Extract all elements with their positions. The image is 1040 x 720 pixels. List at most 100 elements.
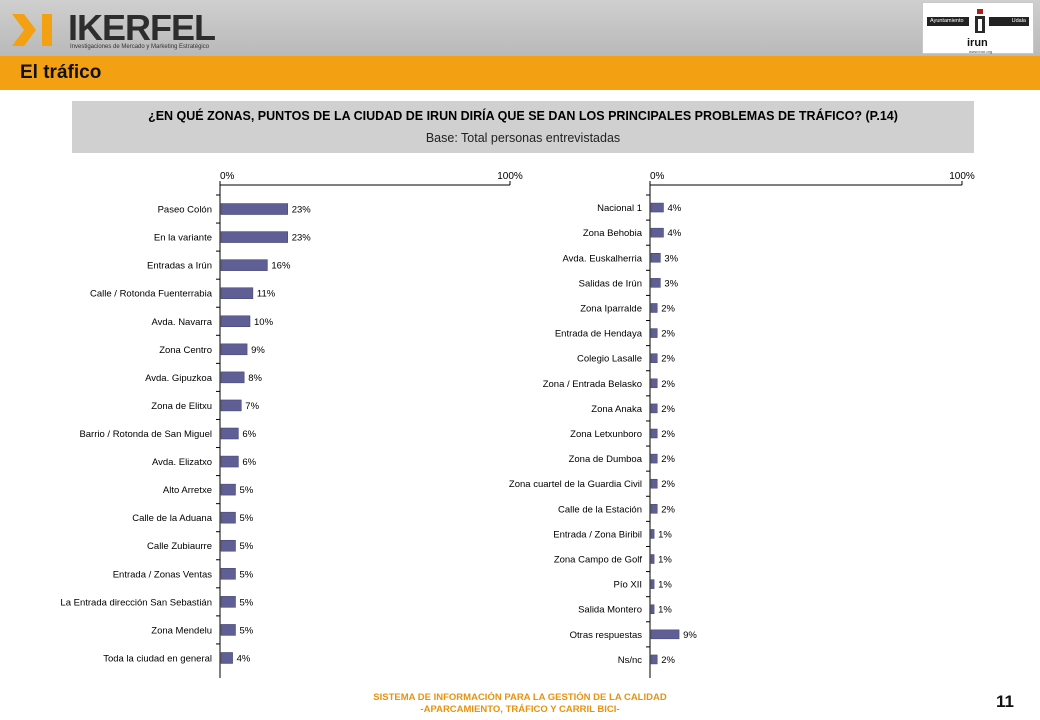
chart-1-data-label: 5% (240, 597, 254, 608)
chart-2-category-label: Zona Anaka (591, 404, 642, 415)
chart-2-category-label: Zona Behobia (583, 228, 643, 239)
chart-2-bar (650, 478, 658, 489)
chart-2-category-label: Calle de la Estación (558, 504, 642, 515)
chart-1-data-label: 6% (242, 429, 256, 440)
chart-2-tick-label: 100% (949, 171, 975, 182)
chart-1-bar (220, 455, 239, 468)
chart-1-bar (220, 231, 288, 243)
chart-1-data-label: 7% (245, 401, 259, 412)
chart-1-data-label: 9% (251, 345, 265, 356)
chart-1-category-label: Zona Centro (159, 345, 212, 356)
chart-1-category-label: Zona Mendelu (151, 625, 212, 636)
chart-1-category-label: Barrio / Rotonda de San Miguel (79, 429, 212, 440)
chart-1-bar (220, 511, 236, 524)
footer-line-2: -APARCAMIENTO, TRÁFICO Y CARRIL BICI- (420, 704, 620, 715)
chart-2-data-label: 2% (661, 454, 675, 465)
chart-2-category-label: Zona / Entrada Belasko (543, 379, 642, 390)
ikerfel-logo: IKERFEL Investigaciones de Mercado y Mar… (8, 6, 228, 52)
chart-2-data-label: 1% (658, 580, 672, 591)
chart-1-bar (220, 652, 233, 664)
header-bar: IKERFEL Investigaciones de Mercado y Mar… (0, 0, 1040, 56)
chart-2-bar (650, 328, 658, 338)
chart-1-data-label: 6% (242, 457, 256, 468)
chart-2-bar (650, 227, 664, 238)
question-box: ¿EN QUÉ ZONAS, PUNTOS DE LA CIUDAD DE IR… (72, 101, 974, 153)
footer-line-1: SISTEMA DE INFORMACIÓN PARA LA GESTIÓN D… (373, 692, 667, 703)
chart-1-bar (220, 427, 239, 440)
chart-2-category-label: Zona cuartel de la Guardia Civil (509, 479, 642, 490)
chart-2-bar (650, 278, 661, 288)
section-title: El tráfico (20, 62, 102, 83)
chart-1-bar (220, 539, 236, 552)
chart-2-bar (650, 604, 655, 614)
chart-2-category-label: Zona Letxunboro (570, 429, 642, 440)
chart-2-bar (650, 504, 658, 514)
chart-1-data-label: 10% (254, 317, 274, 328)
chart-1-tick-label: 100% (497, 171, 523, 182)
chart-1-data-label: 5% (240, 485, 254, 496)
chart-2-data-label: 2% (661, 404, 675, 415)
chart-1-bar (220, 399, 242, 412)
chart-2-data-label: 1% (658, 605, 672, 616)
chart-1-data-label: 4% (237, 653, 251, 664)
chart-1-category-label: Avda. Elizatxo (152, 457, 212, 468)
chart-2-bar (650, 403, 658, 414)
chart-2-category-label: Salida Montero (578, 605, 642, 616)
chart-1-data-label: 16% (271, 261, 291, 272)
chart-2-bar (650, 453, 658, 464)
chart-1-data-label: 5% (240, 513, 254, 524)
chart-1-category-label: Alto Arretxe (163, 485, 212, 496)
chart-1-category-label: Entrada / Zonas Ventas (113, 569, 213, 580)
chart-2-data-label: 2% (661, 479, 675, 490)
chart-1-bar (220, 315, 251, 328)
chart-2-category-label: Zona Iparralde (580, 303, 642, 314)
chart-2-category-label: Nacional 1 (597, 203, 642, 214)
chart-1-bar (220, 483, 236, 496)
chart-2-data-label: 2% (661, 303, 675, 314)
brand-tagline: Investigaciones de Mercado y Marketing E… (70, 44, 210, 50)
chart-1-bar (220, 287, 254, 299)
chart-2-category-label: Pío XII (613, 580, 642, 591)
chart-1-data-label: 23% (292, 205, 312, 216)
chart-2-bar (650, 202, 664, 213)
irun-url: www.irun.org (969, 49, 993, 54)
ikerfel-chevron-icon (12, 14, 52, 46)
chart-1-bar (220, 624, 236, 636)
chart-1-bar (220, 371, 245, 384)
chart-1-bar (220, 203, 288, 215)
chart-2-category-label: Colegio Lasalle (577, 354, 642, 365)
chart-1-category-label: Calle / Rotonda Fuenterrabia (90, 289, 213, 300)
chart-2-data-label: 3% (664, 253, 678, 264)
chart-1-category-label: Paseo Colón (158, 205, 212, 216)
chart-2-data-label: 2% (661, 504, 675, 515)
chart-2-data-label: 2% (661, 329, 675, 340)
brand-wordmark: IKERFEL (68, 7, 216, 48)
page-number: 11 (996, 692, 1014, 711)
chart-2-bar (650, 529, 655, 539)
chart-2-bar (650, 253, 661, 263)
chart-2-data-label: 4% (667, 228, 681, 239)
chart-2-data-label: 2% (661, 655, 675, 666)
chart-1-category-label: Calle de la Aduana (132, 513, 212, 524)
chart-1-bar (220, 568, 236, 580)
chart-2-data-label: 2% (661, 429, 675, 440)
chart-1-category-label: Entradas a Irún (147, 261, 212, 272)
chart-2-bar (650, 554, 655, 564)
chart-2-bar (650, 353, 658, 363)
chart-2-bar (650, 428, 658, 439)
chart-1-category-label: Toda la ciudad en general (103, 653, 212, 664)
irun-label-left: Ayuntamiento (927, 17, 969, 26)
chart-2-category-label: Zona de Dumboa (569, 454, 643, 465)
chart-1-data-label: 11% (257, 289, 276, 300)
chart-2-category-label: Zona Campo de Golf (554, 555, 643, 566)
chart-2-data-label: 1% (658, 555, 672, 566)
irun-label-right: Udala (989, 17, 1029, 26)
chart-2-data-label: 9% (683, 630, 697, 641)
chart-1-category-label: Zona de Elitxu (151, 401, 212, 412)
chart-2-data-label: 3% (664, 278, 678, 289)
chart-1-tick-label: 0% (220, 171, 235, 182)
section-title-bar: El tráfico (0, 56, 1040, 90)
chart-1-category-label: En la variante (154, 233, 212, 244)
chart-2-tick-label: 0% (650, 171, 665, 182)
